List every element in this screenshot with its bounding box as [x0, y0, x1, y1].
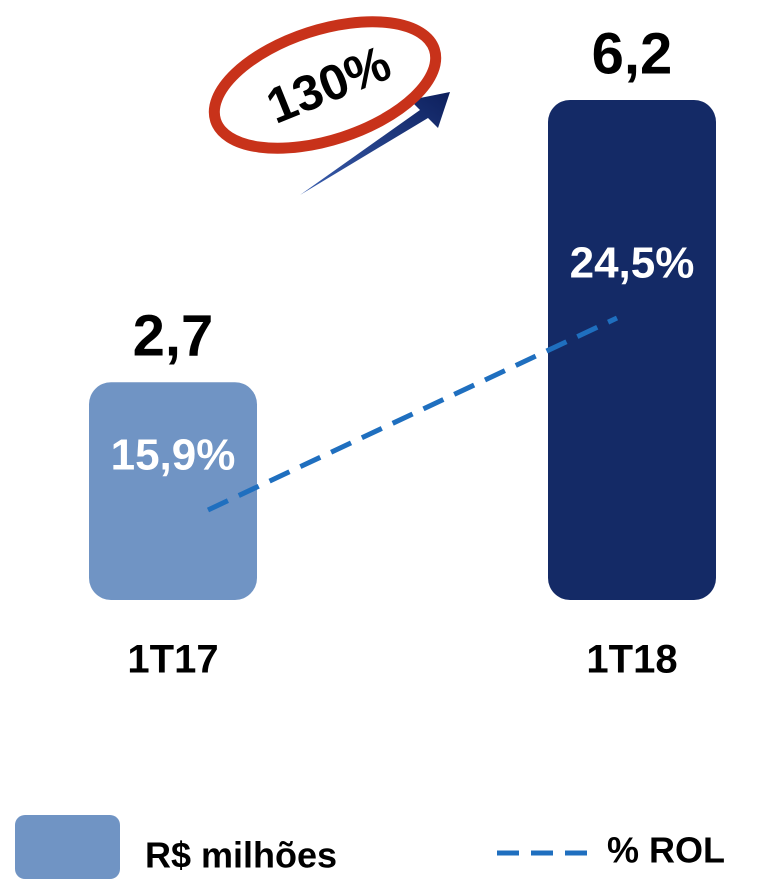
value-label: 2,7	[133, 304, 214, 369]
legend-label: R$ milhões	[145, 835, 337, 876]
x-tick-label: 1T18	[586, 638, 677, 682]
chart: 130% 2,7 1T17 6,2 1T18 15,9% 24,5% R$ milhões%…	[0, 0, 769, 879]
bar	[548, 100, 716, 600]
x-tick-label: 1T17	[127, 638, 218, 682]
growth-badge: 130%	[199, 0, 452, 195]
line-value-label: 15,9%	[111, 431, 236, 480]
legend-label: % ROL	[607, 830, 725, 871]
value-label: 6,2	[592, 21, 673, 86]
line-value-label: 24,5%	[570, 239, 695, 288]
bar	[89, 382, 257, 600]
legend-swatch	[15, 815, 120, 879]
